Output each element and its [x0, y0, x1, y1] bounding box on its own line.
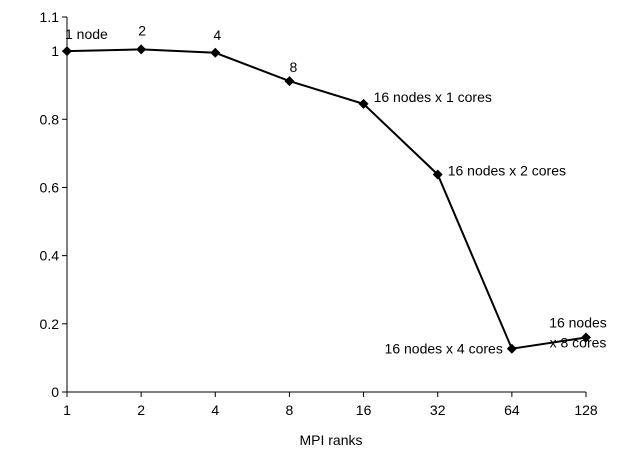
- data-annotation: 16 nodes x 2 cores: [448, 163, 566, 179]
- data-annotation: 2: [138, 22, 146, 38]
- x-tick-label: 2: [137, 402, 145, 418]
- data-annotation: 4: [213, 27, 221, 43]
- tick-labels: 0 0.2 0.4 0.6 0.8 1 1.1 1 2 4 8 16 32 64 128: [40, 9, 598, 418]
- data-annotation-line: 8: [290, 59, 298, 75]
- data-point-marker: [506, 343, 517, 354]
- data-annotation-line: 2: [138, 22, 146, 38]
- data-point-marker: [358, 98, 369, 109]
- y-tick-label: 0.2: [40, 316, 60, 332]
- data-annotation: 16 nodes x 8 cores: [549, 314, 607, 350]
- x-tick-label: 4: [211, 402, 219, 418]
- data-annotation-line: 16 nodes x 2 cores: [448, 163, 566, 179]
- data-annotation: 1 node: [65, 26, 108, 42]
- x-tick-label: 64: [504, 402, 520, 418]
- data-annotation: 16 nodes x 4 cores: [385, 341, 503, 357]
- data-point-marker: [136, 44, 147, 55]
- data-point-marker: [432, 169, 443, 180]
- data-point-marker: [581, 332, 591, 343]
- y-tick-label: 0.8: [40, 111, 60, 127]
- y-tick-label: 0.6: [40, 179, 60, 195]
- data-annotation: 16 nodes x 1 cores: [374, 89, 492, 105]
- x-tick-label: 8: [286, 402, 294, 418]
- data-point-marker: [62, 46, 72, 57]
- y-tick-label: 1.1: [40, 9, 60, 25]
- data-annotation-line: 16 nodes x 1 cores: [374, 89, 492, 105]
- data-annotation-line: 16 nodes: [549, 314, 607, 330]
- data-point-marker: [284, 76, 295, 87]
- data-annotation-line: 1 node: [65, 26, 108, 42]
- x-tick-label: 1: [63, 402, 71, 418]
- data-annotation-line: x 8 cores: [550, 334, 607, 350]
- data-point-marker: [210, 47, 221, 58]
- x-tick-label: 128: [574, 402, 598, 418]
- data-annotation: 8: [290, 59, 298, 75]
- axes: [62, 16, 587, 397]
- annotations: 1 node 2 4 8 16 nodes x 1 cores 16 nodes x 2 …: [65, 22, 607, 356]
- data-annotation-line: 4: [213, 27, 221, 43]
- y-tick-label: 0.4: [40, 248, 60, 264]
- data-annotation-line: 16 nodes x 4 cores: [385, 341, 503, 357]
- y-tick-label: 1: [51, 43, 59, 59]
- y-tick-label: 0: [51, 384, 59, 400]
- x-tick-label: 32: [430, 402, 446, 418]
- series: [62, 44, 591, 354]
- x-axis-title: MPI ranks: [299, 432, 362, 448]
- series-line: [66, 48, 587, 350]
- x-tick-label: 16: [356, 402, 372, 418]
